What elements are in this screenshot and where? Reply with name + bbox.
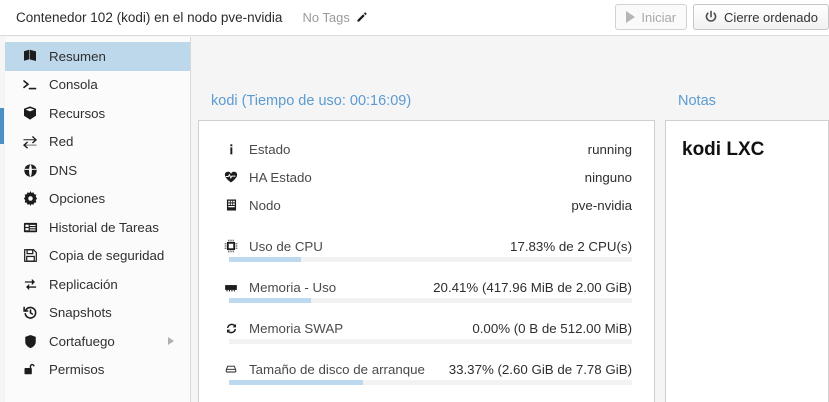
top-action-buttons: Iniciar Cierre ordenado [615, 4, 829, 30]
notes-panel-title: Notas [665, 82, 829, 120]
row-estado: Estado running [221, 135, 632, 163]
sidebar-item-opciones[interactable]: Opciones [5, 185, 190, 214]
pencil-icon[interactable] [355, 11, 368, 24]
cpu-chip-icon [221, 239, 241, 253]
sidebar-item-snapshots[interactable]: Snapshots [5, 299, 190, 328]
row-label: Memoria SWAP [249, 320, 344, 336]
top-bar: Contenedor 102 (kodi) en el nodo pve-nvi… [0, 0, 829, 36]
row-memoria-uso: Memoria - Uso 20.41% (417.96 MiB de 2.00… [221, 273, 632, 303]
summary-panel-body: Estado running HA Estado ninguno [198, 120, 655, 402]
chevron-right-icon [168, 337, 174, 346]
cpu-progress-bar [229, 257, 632, 262]
sidebar-item-label: Snapshots [49, 305, 112, 321]
sidebar-nav: Resumen Consola Recursos [5, 37, 191, 402]
row-value: 33.37% (2.60 GiB de 7.78 GiB) [448, 361, 632, 377]
row-label: HA Estado [249, 169, 312, 185]
sidebar-item-label: Resumen [49, 48, 106, 64]
play-icon [626, 11, 636, 23]
sidebar-item-red[interactable]: Red [5, 128, 190, 157]
start-button[interactable]: Iniciar [615, 4, 688, 30]
floppy-save-icon [21, 248, 39, 264]
summary-book-icon [21, 48, 39, 64]
row-label: Nodo [249, 197, 281, 213]
row-tamano-de-disco-de-arranque: Tamaño de disco de arranque 33.37% (2.60… [221, 355, 632, 385]
row-value: running [587, 141, 632, 157]
swap-progress-bar [229, 339, 632, 344]
info-icon [221, 143, 241, 156]
shutdown-button-label: Cierre ordenado [724, 9, 818, 25]
row-value: 20.41% (417.96 MiB de 2.00 GiB) [433, 279, 632, 295]
status-rows: Estado running HA Estado ninguno [199, 121, 654, 385]
sidebar-item-label: Copia de seguridad [49, 248, 165, 264]
shield-icon [21, 333, 39, 349]
sidebar-item-label: Historial de Tareas [49, 219, 159, 235]
row-ha-estado: HA Estado ninguno [221, 163, 632, 191]
sidebar-item-copia-de-seguridad[interactable]: Copia de seguridad [5, 242, 190, 271]
sidebar-item-resumen[interactable]: Resumen [5, 42, 190, 71]
tags-label: No Tags [302, 10, 350, 25]
sidebar-item-label: Red [49, 134, 74, 150]
history-clock-icon [21, 305, 39, 321]
sidebar-item-dns[interactable]: DNS [5, 156, 190, 185]
row-spacer [221, 219, 632, 232]
sidebar-item-label: Replicación [49, 276, 118, 292]
row-label: Estado [249, 141, 291, 157]
row-memoria-swap: Memoria SWAP 0.00% (0 B de 512.00 MiB) [221, 314, 632, 344]
cpu-progress-fill [229, 257, 301, 262]
start-button-label: Iniciar [641, 9, 677, 25]
memory-icon [221, 281, 241, 294]
sidebar-item-permisos[interactable]: Permisos [5, 356, 190, 385]
disk-progress-bar [229, 380, 632, 385]
sidebar-item-label: DNS [49, 162, 78, 178]
sidebar-item-label: Permisos [49, 362, 105, 378]
power-icon [704, 10, 718, 24]
row-label: Memoria - Uso [249, 279, 337, 295]
task-list-icon [21, 219, 39, 235]
network-arrows-icon [21, 134, 39, 150]
cube-icon [21, 105, 39, 121]
swap-refresh-icon [221, 322, 241, 335]
tags-editor[interactable]: No Tags [302, 10, 367, 25]
notes-panel: Notas kodi LXC [665, 82, 829, 402]
row-label: Uso de CPU [249, 238, 323, 254]
row-label: Tamaño de disco de arranque [249, 361, 425, 377]
sidebar-item-label: Opciones [49, 191, 106, 207]
heartbeat-icon [221, 170, 241, 184]
gear-icon [21, 191, 39, 207]
memory-progress-bar [229, 298, 632, 303]
memory-progress-fill [229, 298, 312, 303]
globe-icon [21, 162, 39, 178]
sidebar-item-cortafuego[interactable]: Cortafuego [5, 327, 190, 356]
sidebar-item-replicacion[interactable]: Replicación [5, 270, 190, 299]
terminal-icon [21, 77, 39, 93]
notes-panel-body[interactable]: kodi LXC [665, 120, 829, 402]
summary-panel: kodi (Tiempo de uso: 00:16:09) Estado ru… [198, 82, 655, 402]
summary-panel-title: kodi (Tiempo de uso: 00:16:09) [198, 82, 655, 120]
row-uso-de-cpu: Uso de CPU 17.83% de 2 CPU(s) [221, 232, 632, 262]
server-icon [221, 198, 241, 212]
sidebar-item-label: Consola [49, 77, 98, 93]
sidebar-item-historial-de-tareas[interactable]: Historial de Tareas [5, 213, 190, 242]
row-value: ninguno [584, 169, 632, 185]
notes-content: kodi LXC [682, 139, 765, 160]
sidebar-item-label: Recursos [49, 105, 106, 121]
row-value: 17.83% de 2 CPU(s) [510, 238, 632, 254]
row-value: 0.00% (0 B de 512.00 MiB) [472, 320, 632, 336]
shutdown-button[interactable]: Cierre ordenado [693, 4, 829, 30]
replication-icon [21, 276, 39, 292]
sidebar-item-label: Cortafuego [49, 333, 115, 349]
breadcrumb: Contenedor 102 (kodi) en el nodo pve-nvi… [16, 10, 283, 25]
sidebar-item-recursos[interactable]: Recursos [5, 99, 190, 128]
harddisk-icon [221, 363, 241, 375]
disk-progress-fill [229, 380, 364, 385]
unlock-icon [21, 362, 39, 378]
panel-splitter-handle[interactable] [0, 108, 4, 144]
row-value: pve-nvidia [571, 197, 632, 213]
sidebar-item-consola[interactable]: Consola [5, 71, 190, 100]
row-nodo: Nodo pve-nvidia [221, 191, 632, 219]
